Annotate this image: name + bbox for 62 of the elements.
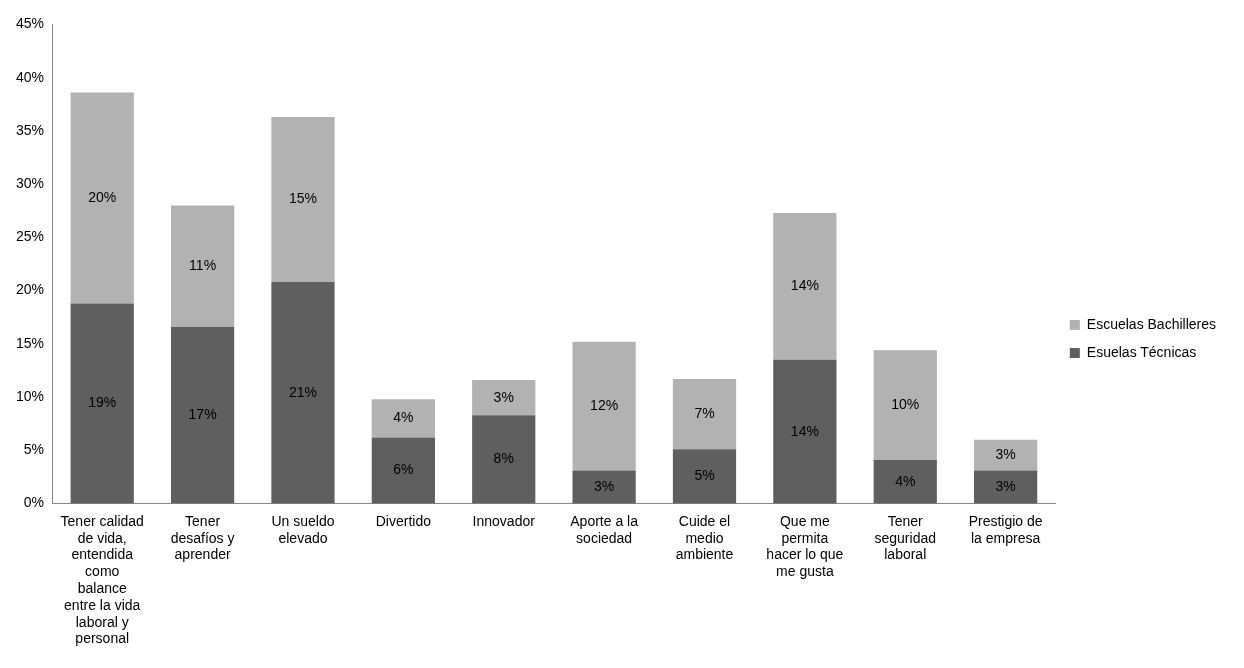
- bar: [271, 117, 335, 283]
- data-label: 5%: [694, 467, 715, 484]
- bar: [572, 470, 636, 504]
- bar: [672, 379, 737, 450]
- x-tick-label: Tener calidad de vida, entendida como balance entre la vida laboral y personal: [60, 512, 144, 647]
- data-label: 3%: [995, 477, 1016, 494]
- bar: [472, 415, 536, 504]
- bar: [773, 359, 837, 504]
- bar: [170, 326, 235, 504]
- x-tick-label: Aporte a la sociedad: [570, 512, 639, 546]
- data-label: 11%: [189, 256, 217, 273]
- bar: [572, 341, 636, 471]
- data-label: 19%: [88, 394, 117, 411]
- data-label: 4%: [895, 472, 916, 489]
- y-tick-label: 40%: [15, 68, 45, 85]
- data-label: 4%: [393, 409, 414, 426]
- bar: [773, 212, 837, 360]
- x-tick-label: Innovador: [472, 512, 536, 529]
- y-tick-label: 45%: [15, 15, 45, 32]
- data-label: 15%: [288, 190, 317, 207]
- bar: [672, 449, 737, 504]
- y-tick-label: 15%: [15, 334, 45, 351]
- bar: [873, 459, 937, 504]
- x-tick-label: Un sueldo elevado: [271, 512, 335, 546]
- bar: [70, 92, 134, 304]
- data-label: 10%: [891, 395, 920, 412]
- legend-label: Escuelas Bachilleres: [1086, 315, 1216, 332]
- data-label: 20%: [88, 188, 117, 205]
- data-label: 3%: [995, 446, 1016, 463]
- data-label: 6%: [393, 461, 414, 478]
- bar: [371, 437, 435, 504]
- data-label: 12%: [590, 397, 619, 414]
- data-label: 7%: [694, 405, 715, 422]
- legend-label: Esuelas Técnicas: [1086, 343, 1197, 360]
- x-tick-label: Tener seguridad laboral: [874, 512, 937, 563]
- data-label: 17%: [188, 406, 217, 423]
- bar: [974, 439, 1038, 471]
- y-tick-label: 30%: [15, 174, 45, 191]
- bar: [170, 205, 235, 327]
- data-label: 14%: [790, 422, 819, 439]
- bar: [472, 380, 536, 416]
- bar: [974, 470, 1038, 504]
- bar: [70, 303, 134, 504]
- x-tick-label: Cuide el medio ambiente: [675, 512, 734, 563]
- y-tick-label: 35%: [15, 121, 45, 138]
- data-label: 3%: [493, 388, 514, 405]
- bar: [873, 350, 937, 460]
- data-label: 3%: [594, 477, 615, 494]
- x-tick-label: Divertido: [375, 512, 432, 529]
- bar: [371, 399, 435, 438]
- data-label: 21%: [288, 383, 317, 400]
- x-tick-label: Que me permita hacer lo que me gusta: [766, 512, 844, 580]
- y-tick-label: 10%: [15, 387, 45, 404]
- bar: [271, 282, 335, 504]
- y-tick-label: 5%: [23, 441, 45, 458]
- y-tick-label: 20%: [15, 281, 45, 298]
- data-label: 14%: [790, 277, 819, 294]
- y-tick-label: 25%: [15, 228, 45, 245]
- x-tick-label: Prestigio de la empresa: [968, 512, 1043, 546]
- x-tick-label: Tener desafíos y aprender: [170, 512, 235, 563]
- data-label: 8%: [493, 450, 514, 467]
- y-tick-label: 0%: [23, 494, 45, 511]
